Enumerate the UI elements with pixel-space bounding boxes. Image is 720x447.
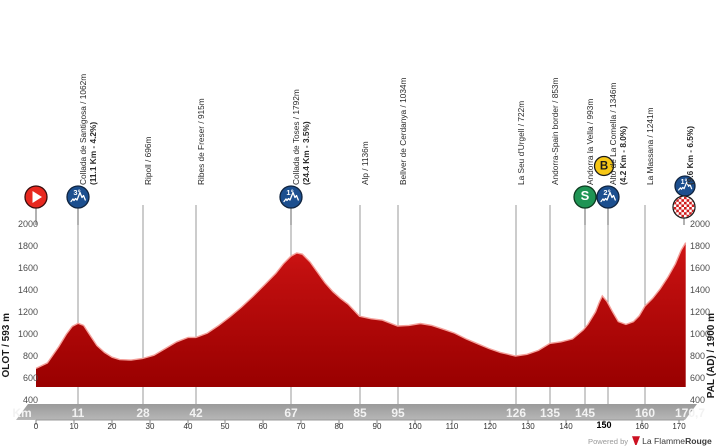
svg-text:S: S xyxy=(581,188,590,203)
svg-text:B: B xyxy=(600,161,608,173)
